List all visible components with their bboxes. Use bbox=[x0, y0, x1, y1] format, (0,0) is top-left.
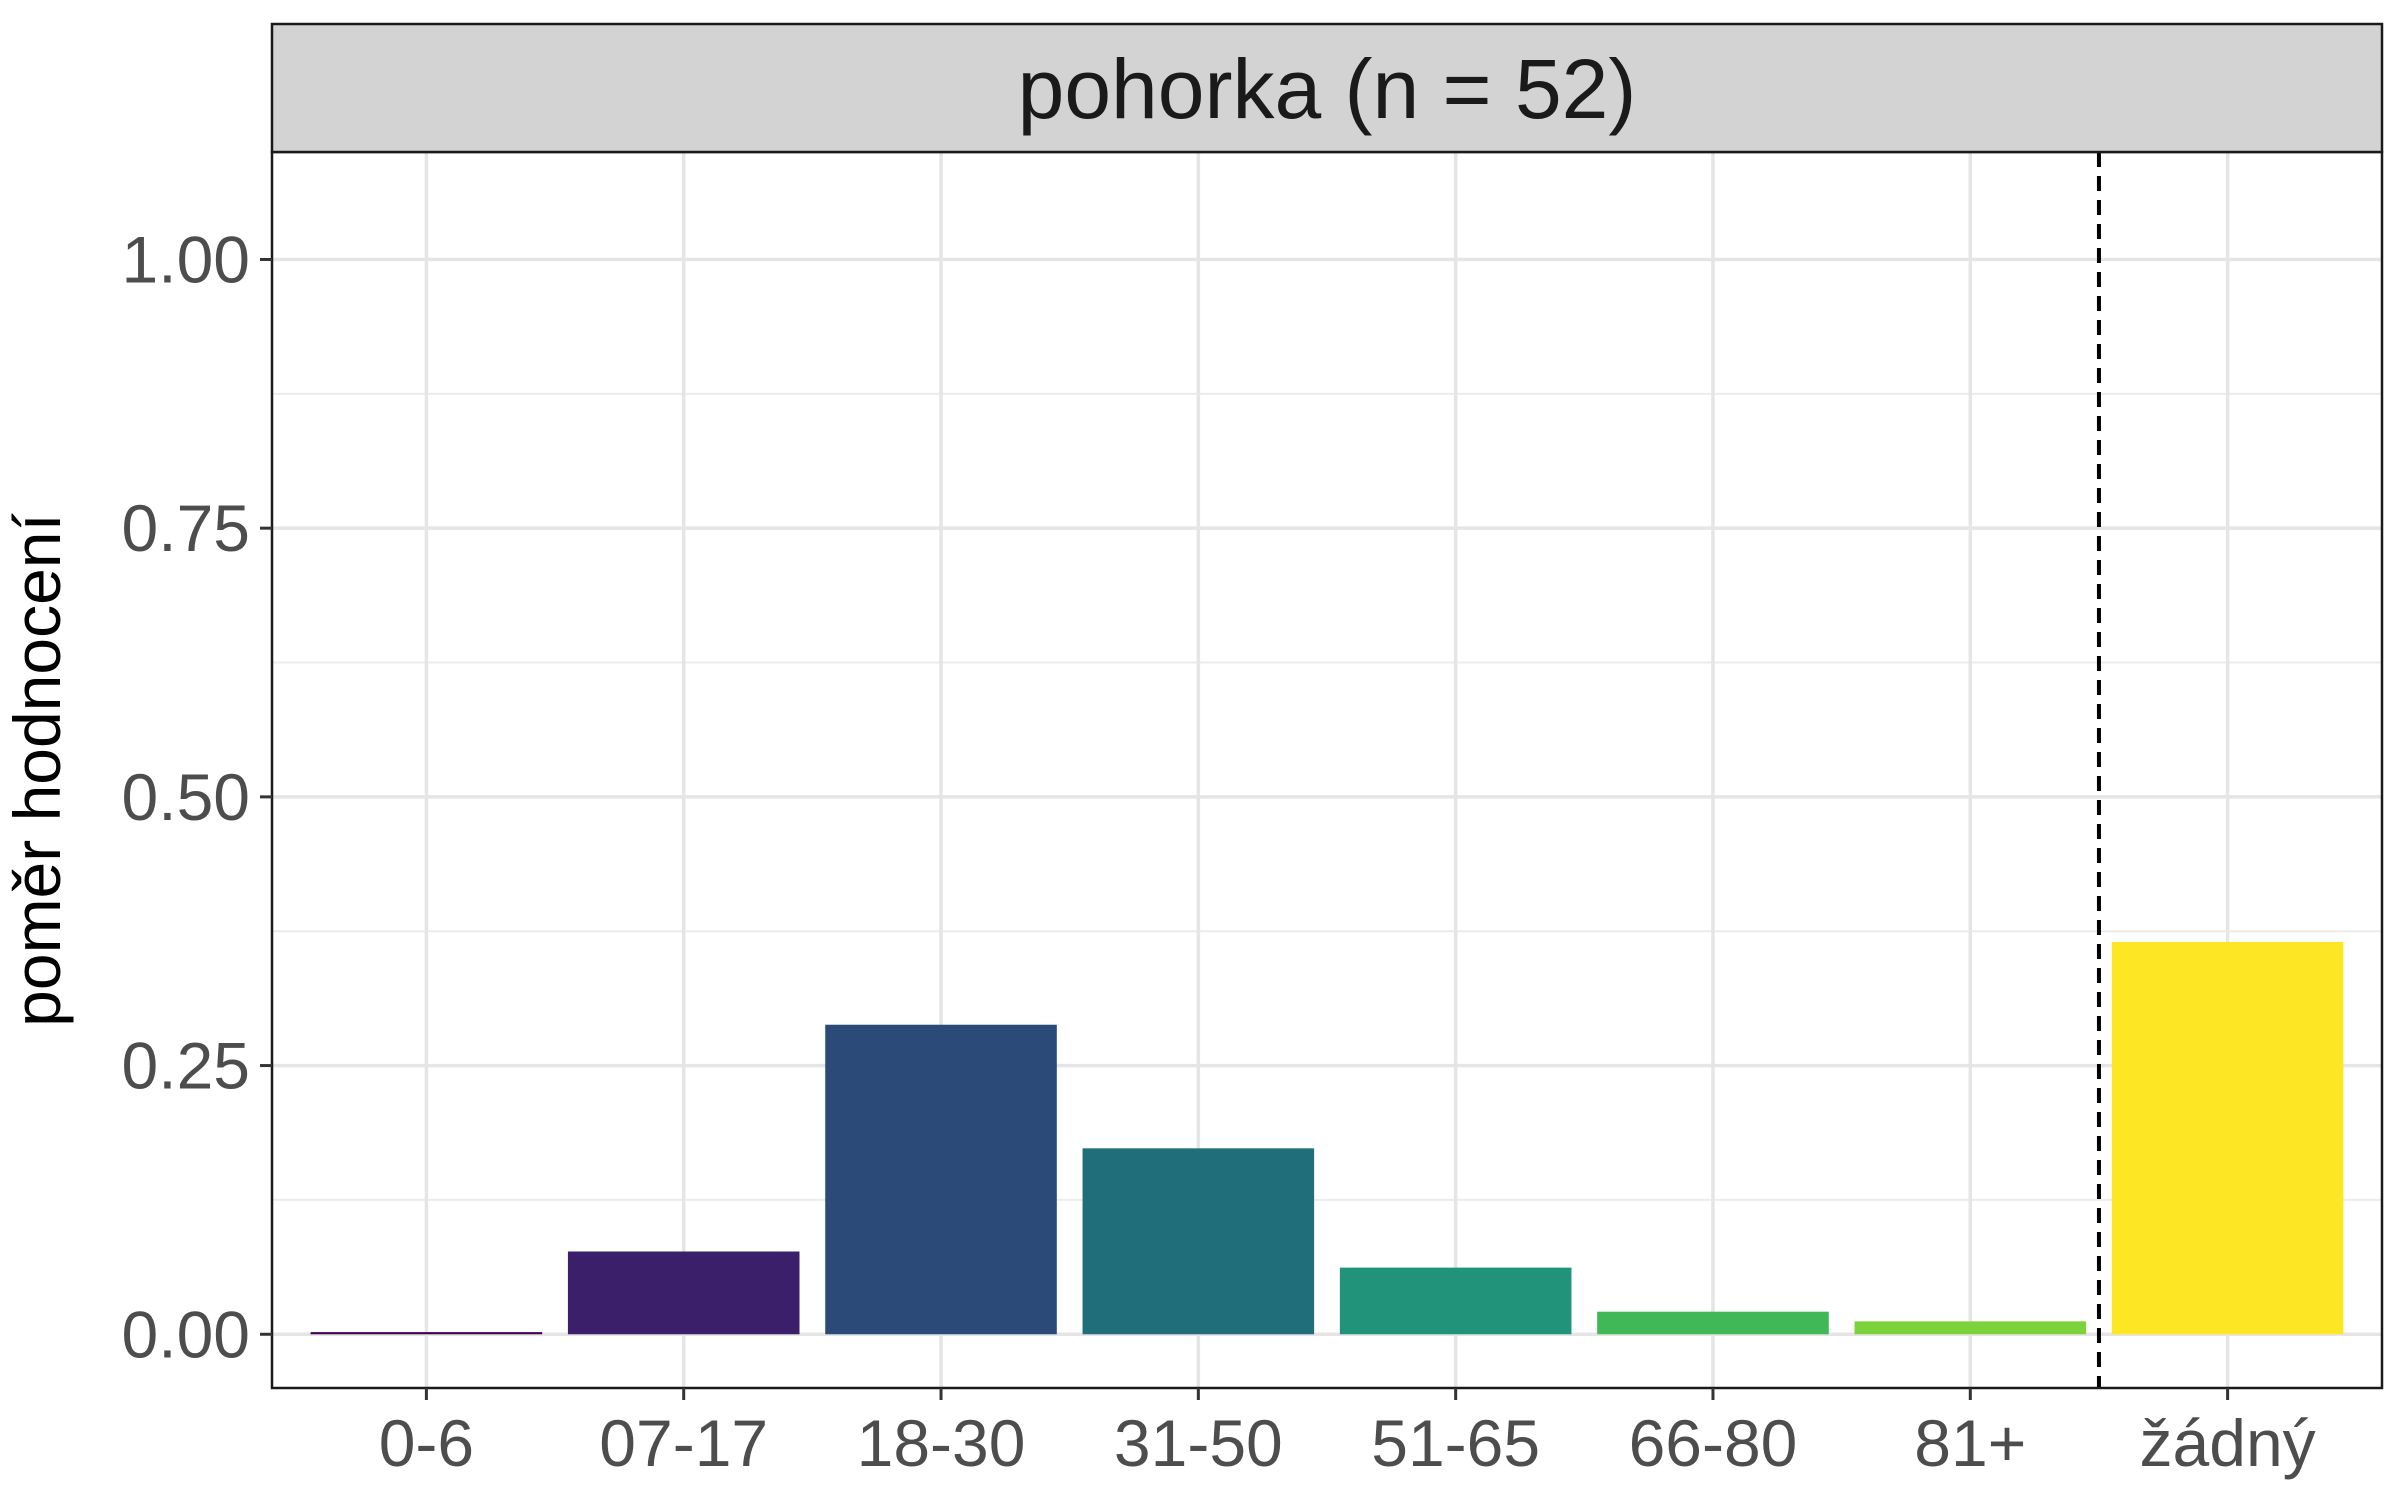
grid-lines bbox=[272, 152, 2382, 1388]
bar-51-65 bbox=[1339, 1267, 1572, 1335]
y-tick-label: 0.00 bbox=[122, 1297, 250, 1371]
y-tick-label: 0.50 bbox=[122, 760, 250, 834]
facet-strip bbox=[270, 22, 2384, 154]
y-axis-title: poměr hodnocení bbox=[0, 512, 74, 1026]
x-tick-label: 31-50 bbox=[1114, 1406, 1283, 1480]
x-tick-label: 18-30 bbox=[857, 1406, 1026, 1480]
x-tick-label: 66-80 bbox=[1629, 1406, 1798, 1480]
bar-07-17 bbox=[567, 1251, 800, 1335]
y-tick-label: 1.00 bbox=[122, 222, 250, 296]
x-tick-label: 0-6 bbox=[379, 1406, 474, 1480]
bar-0-6 bbox=[310, 1332, 543, 1335]
x-tick-label: 07-17 bbox=[599, 1406, 768, 1480]
y-tick-label: 0.25 bbox=[122, 1029, 250, 1103]
x-tick-label: 51-65 bbox=[1371, 1406, 1540, 1480]
x-axis: 0-6 07-17 18-30 31-50 51-65 66-80 81+ žádný bbox=[379, 1388, 2316, 1480]
y-tick-label: 0.75 bbox=[122, 491, 250, 565]
facet-label: pohorka (n = 52) bbox=[1018, 42, 1637, 136]
bar-66-80 bbox=[1597, 1311, 1829, 1335]
bar-žádný bbox=[2111, 941, 2344, 1335]
bar-31-50 bbox=[1082, 1148, 1315, 1335]
x-tick-label: žádný bbox=[2140, 1406, 2316, 1480]
x-tick-label: 81+ bbox=[1914, 1406, 2026, 1480]
bars bbox=[310, 941, 2344, 1335]
y-axis: 0.00 0.25 0.50 0.75 1.00 bbox=[122, 222, 272, 1371]
bar-81+ bbox=[1854, 1321, 2087, 1335]
bar-18-30 bbox=[825, 1024, 1057, 1335]
